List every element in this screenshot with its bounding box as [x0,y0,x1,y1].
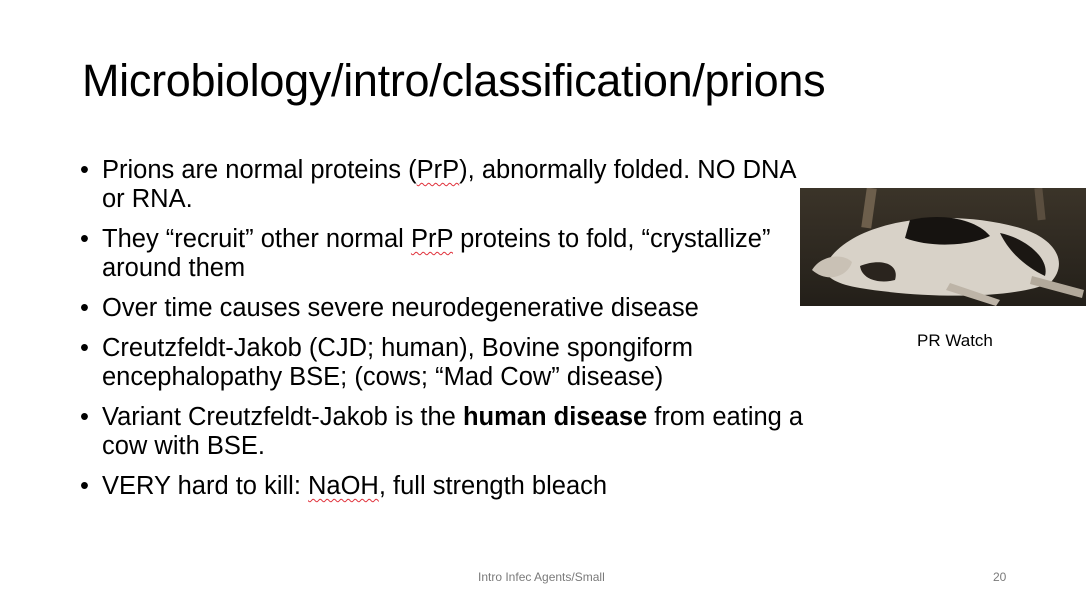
cow-photo-image [800,188,1086,306]
footer-text: Intro Infec Agents/Small [478,570,605,584]
bold-emphasis: human disease [463,403,647,431]
spellcheck-word: PrP [417,156,460,184]
bullet-item: They “recruit” other normal PrP proteins… [80,225,805,283]
slide-title: Microbiology/intro/classification/prions [82,54,825,108]
bullet-item: VERY hard to kill: NaOH, full strength b… [80,472,805,501]
bullet-item: Prions are normal proteins (PrP), abnorm… [80,156,805,214]
spellcheck-word: NaOH [308,472,379,500]
spellcheck-word: PrP [411,225,453,253]
bullet-item: Over time causes severe neurodegenerativ… [80,294,805,323]
bullet-item: Creutzfeldt-Jakob (CJD; human), Bovine s… [80,334,805,392]
bullet-list: Prions are normal proteins (PrP), abnorm… [80,156,805,512]
cow-photo [800,188,1086,306]
image-caption: PR Watch [917,331,993,351]
bullet-item: Variant Creutzfeldt-Jakob is the human d… [80,403,805,461]
page-number: 20 [993,570,1006,584]
